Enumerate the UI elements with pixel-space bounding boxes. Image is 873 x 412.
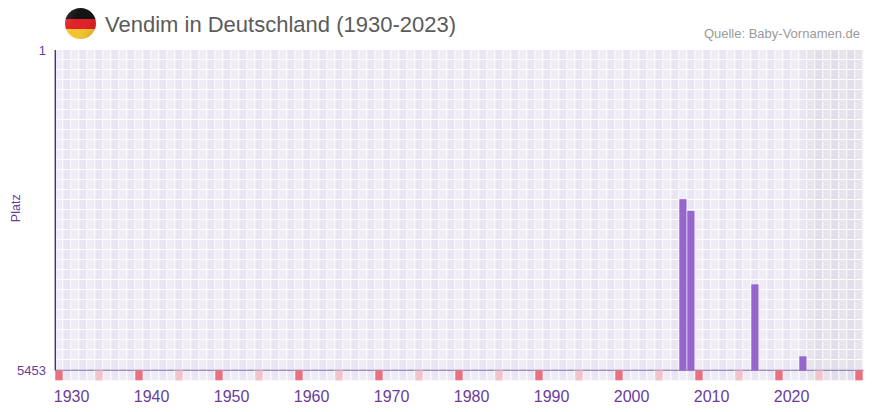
- svg-text:Platz: Platz: [9, 194, 23, 222]
- svg-text:1930: 1930: [54, 388, 90, 405]
- svg-text:1970: 1970: [374, 388, 410, 405]
- svg-text:1960: 1960: [294, 388, 330, 405]
- svg-text:1980: 1980: [454, 388, 490, 405]
- svg-text:5453: 5453: [17, 363, 46, 378]
- svg-text:2010: 2010: [694, 388, 730, 405]
- svg-text:1: 1: [39, 43, 46, 58]
- svg-text:1950: 1950: [214, 388, 250, 405]
- svg-text:2000: 2000: [614, 388, 650, 405]
- svg-text:2020: 2020: [774, 388, 810, 405]
- svg-text:1990: 1990: [534, 388, 570, 405]
- svg-text:1940: 1940: [134, 388, 170, 405]
